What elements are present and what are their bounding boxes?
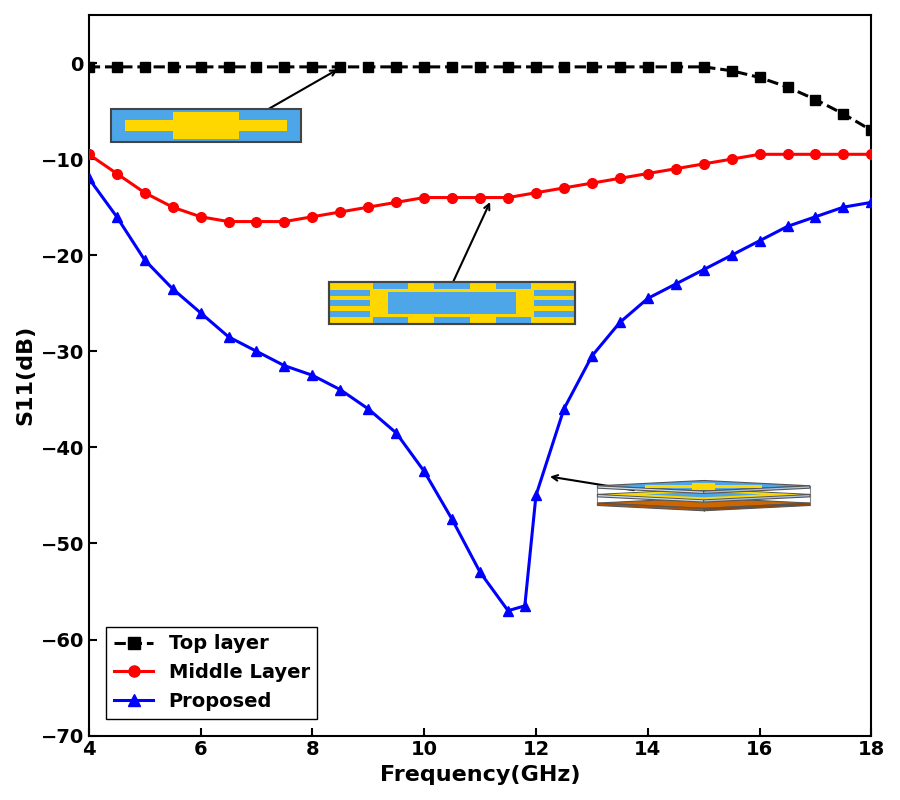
Polygon shape (704, 494, 810, 502)
Bar (125, 120, 287, 131)
Bar (388, 292, 516, 314)
Bar (329, 300, 371, 306)
Legend: Top layer, Middle Layer, Proposed: Top layer, Middle Layer, Proposed (106, 626, 318, 718)
Bar (496, 318, 531, 324)
Bar (435, 318, 470, 324)
Polygon shape (606, 490, 801, 499)
Bar (329, 282, 575, 324)
Bar (534, 310, 575, 317)
Y-axis label: S11(dB): S11(dB) (15, 325, 35, 426)
Polygon shape (704, 486, 810, 494)
Bar (112, 109, 302, 142)
Bar (496, 282, 531, 289)
Bar (329, 310, 371, 317)
Polygon shape (598, 486, 704, 494)
Polygon shape (598, 481, 810, 491)
Bar (388, 292, 516, 314)
Polygon shape (692, 482, 716, 490)
Polygon shape (645, 491, 762, 498)
Bar (373, 318, 409, 324)
Bar (435, 282, 470, 289)
Bar (373, 282, 409, 289)
Bar (534, 300, 575, 306)
Polygon shape (598, 498, 810, 508)
Polygon shape (645, 485, 762, 488)
Bar (173, 112, 239, 139)
Polygon shape (598, 489, 810, 500)
Bar (329, 282, 575, 324)
Bar (534, 290, 575, 296)
Polygon shape (598, 494, 704, 502)
Polygon shape (598, 503, 704, 510)
Polygon shape (704, 503, 810, 510)
Bar (329, 290, 371, 296)
X-axis label: Frequency(GHz): Frequency(GHz) (380, 765, 580, 785)
